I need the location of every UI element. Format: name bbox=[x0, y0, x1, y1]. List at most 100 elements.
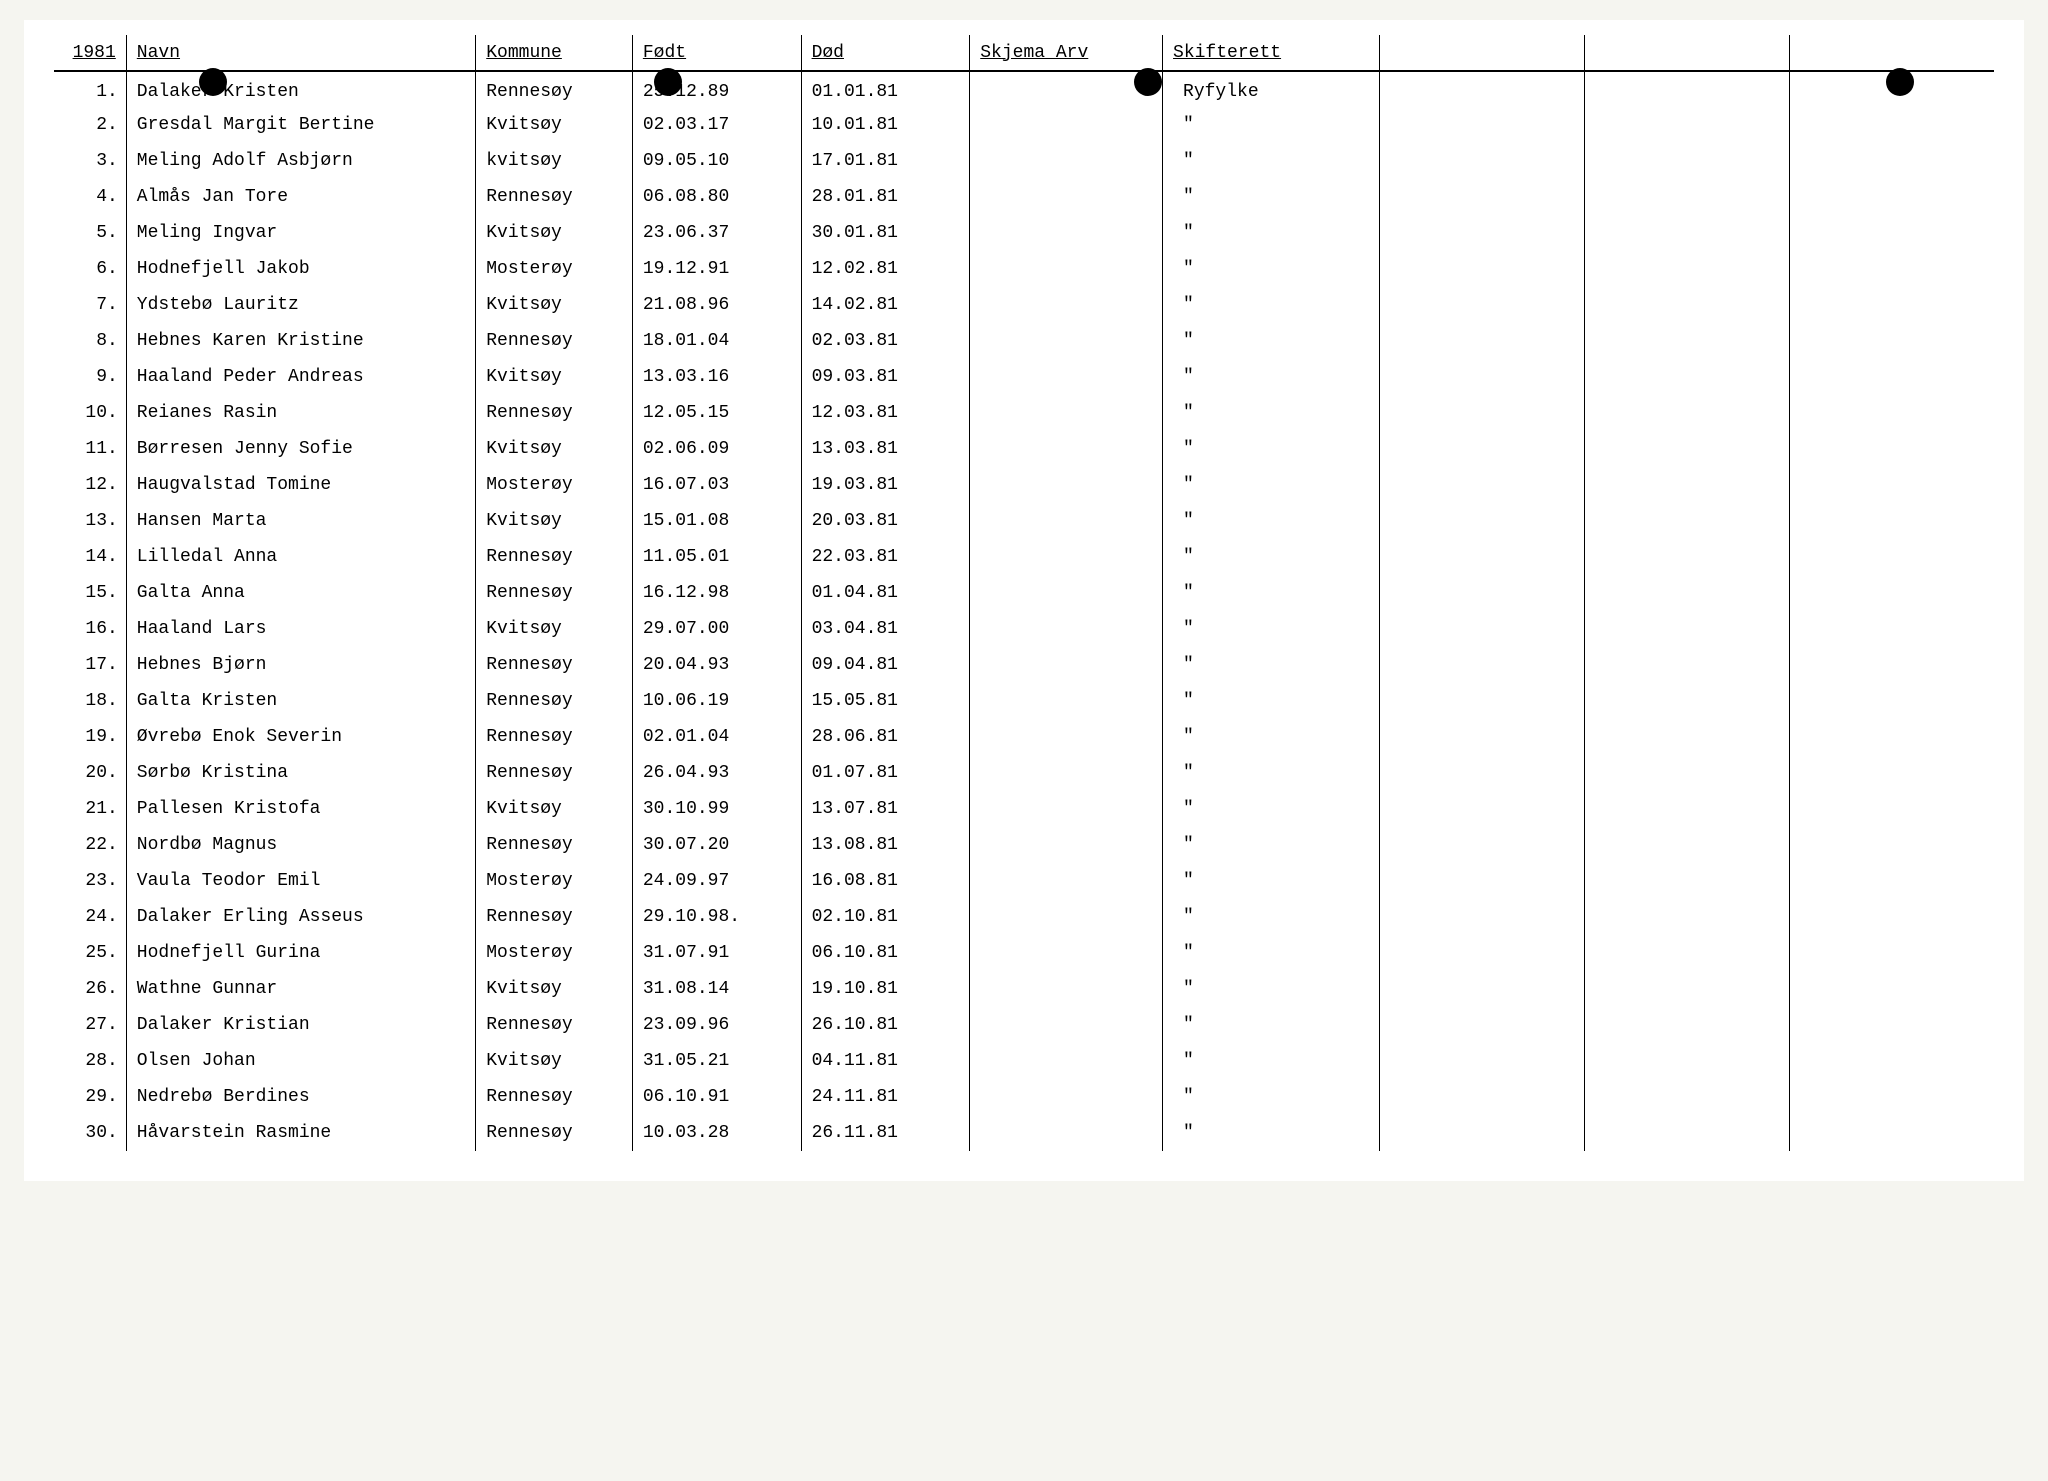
cell-kommune: Kvitsøy bbox=[476, 287, 633, 323]
cell-blank bbox=[1789, 971, 1994, 1007]
cell-skifterett: " bbox=[1163, 647, 1380, 683]
cell-number: 4. bbox=[54, 179, 126, 215]
cell-blank bbox=[1789, 503, 1994, 539]
cell-number: 15. bbox=[54, 575, 126, 611]
cell-blank bbox=[1789, 287, 1994, 323]
cell-skjema bbox=[970, 899, 1163, 935]
cell-blank bbox=[1789, 179, 1994, 215]
cell-blank bbox=[1379, 539, 1584, 575]
table-row: 18.Galta KristenRennesøy10.06.1915.05.81… bbox=[54, 683, 1994, 719]
cell-skifterett: " bbox=[1163, 575, 1380, 611]
cell-number: 25. bbox=[54, 935, 126, 971]
cell-number: 11. bbox=[54, 431, 126, 467]
cell-blank bbox=[1789, 251, 1994, 287]
cell-fodt: 13.03.16 bbox=[632, 359, 801, 395]
cell-blank bbox=[1379, 287, 1584, 323]
cell-number: 24. bbox=[54, 899, 126, 935]
cell-number: 29. bbox=[54, 1079, 126, 1115]
cell-fodt: 02.01.04 bbox=[632, 719, 801, 755]
cell-blank bbox=[1379, 971, 1584, 1007]
cell-blank bbox=[1584, 1043, 1789, 1079]
cell-blank bbox=[1584, 107, 1789, 143]
cell-fodt: 31.07.91 bbox=[632, 935, 801, 971]
table-row: 17.Hebnes BjørnRennesøy20.04.9309.04.81" bbox=[54, 647, 1994, 683]
cell-skjema bbox=[970, 395, 1163, 431]
cell-blank bbox=[1584, 647, 1789, 683]
cell-kommune: Rennesøy bbox=[476, 179, 633, 215]
cell-skjema bbox=[970, 791, 1163, 827]
cell-skjema bbox=[970, 683, 1163, 719]
cell-kommune: Mosterøy bbox=[476, 467, 633, 503]
cell-blank bbox=[1789, 683, 1994, 719]
cell-fodt: 29.10.98. bbox=[632, 899, 801, 935]
cell-dod: 17.01.81 bbox=[801, 143, 970, 179]
header-blank bbox=[1584, 35, 1789, 71]
cell-blank bbox=[1379, 251, 1584, 287]
cell-navn: Lilledal Anna bbox=[126, 539, 475, 575]
cell-skjema bbox=[970, 611, 1163, 647]
cell-dod: 20.03.81 bbox=[801, 503, 970, 539]
cell-number: 12. bbox=[54, 467, 126, 503]
cell-blank bbox=[1379, 683, 1584, 719]
header-blank bbox=[1379, 35, 1584, 71]
cell-blank bbox=[1379, 791, 1584, 827]
cell-skjema bbox=[970, 323, 1163, 359]
cell-kommune: Rennesøy bbox=[476, 755, 633, 791]
cell-skifterett: " bbox=[1163, 827, 1380, 863]
cell-navn: Olsen Johan bbox=[126, 1043, 475, 1079]
cell-navn: Pallesen Kristofa bbox=[126, 791, 475, 827]
table-row: 15.Galta AnnaRennesøy16.12.9801.04.81" bbox=[54, 575, 1994, 611]
table-row: 4.Almås Jan ToreRennesøy06.08.8028.01.81… bbox=[54, 179, 1994, 215]
cell-skifterett: " bbox=[1163, 143, 1380, 179]
cell-blank bbox=[1789, 1007, 1994, 1043]
cell-skjema bbox=[970, 1007, 1163, 1043]
cell-kommune: Mosterøy bbox=[476, 251, 633, 287]
cell-blank bbox=[1379, 179, 1584, 215]
cell-skjema bbox=[970, 287, 1163, 323]
table-row: 26.Wathne GunnarKvitsøy31.08.1419.10.81" bbox=[54, 971, 1994, 1007]
cell-fodt: 21.08.96 bbox=[632, 287, 801, 323]
cell-blank bbox=[1789, 431, 1994, 467]
cell-blank bbox=[1379, 215, 1584, 251]
document-page: 1981 Navn Kommune Født Død Skjema Arv Sk… bbox=[24, 20, 2024, 1181]
cell-blank bbox=[1379, 575, 1584, 611]
cell-kommune: Kvitsøy bbox=[476, 503, 633, 539]
table-row: 11.Børresen Jenny SofieKvitsøy02.06.0913… bbox=[54, 431, 1994, 467]
cell-number: 26. bbox=[54, 971, 126, 1007]
cell-navn: Hansen Marta bbox=[126, 503, 475, 539]
cell-blank bbox=[1379, 899, 1584, 935]
cell-fodt: 16.12.98 bbox=[632, 575, 801, 611]
cell-skifterett: " bbox=[1163, 431, 1380, 467]
cell-dod: 16.08.81 bbox=[801, 863, 970, 899]
cell-skifterett: " bbox=[1163, 539, 1380, 575]
cell-kommune: Rennesøy bbox=[476, 899, 633, 935]
cell-kommune: Kvitsøy bbox=[476, 359, 633, 395]
cell-dod: 30.01.81 bbox=[801, 215, 970, 251]
cell-skjema bbox=[970, 503, 1163, 539]
cell-dod: 09.03.81 bbox=[801, 359, 970, 395]
table-row: 8.Hebnes Karen KristineRennesøy18.01.040… bbox=[54, 323, 1994, 359]
cell-blank bbox=[1584, 575, 1789, 611]
cell-blank bbox=[1379, 1079, 1584, 1115]
cell-number: 16. bbox=[54, 611, 126, 647]
cell-blank bbox=[1584, 143, 1789, 179]
cell-blank bbox=[1379, 467, 1584, 503]
cell-dod: 28.01.81 bbox=[801, 179, 970, 215]
cell-navn: Meling Ingvar bbox=[126, 215, 475, 251]
cell-fodt: 16.07.03 bbox=[632, 467, 801, 503]
cell-dod: 10.01.81 bbox=[801, 107, 970, 143]
cell-kommune: Rennesøy bbox=[476, 647, 633, 683]
cell-blank bbox=[1789, 827, 1994, 863]
cell-skifterett: " bbox=[1163, 323, 1380, 359]
table-row: 20.Sørbø KristinaRennesøy26.04.9301.07.8… bbox=[54, 755, 1994, 791]
cell-navn: Galta Kristen bbox=[126, 683, 475, 719]
cell-dod: 26.11.81 bbox=[801, 1115, 970, 1151]
cell-kommune: Kvitsøy bbox=[476, 215, 633, 251]
cell-skjema bbox=[970, 1079, 1163, 1115]
cell-kommune: kvitsøy bbox=[476, 143, 633, 179]
cell-blank bbox=[1379, 755, 1584, 791]
cell-skjema bbox=[970, 215, 1163, 251]
table-row: 24.Dalaker Erling AsseusRennesøy29.10.98… bbox=[54, 899, 1994, 935]
cell-skifterett: " bbox=[1163, 1115, 1380, 1151]
cell-blank bbox=[1789, 647, 1994, 683]
